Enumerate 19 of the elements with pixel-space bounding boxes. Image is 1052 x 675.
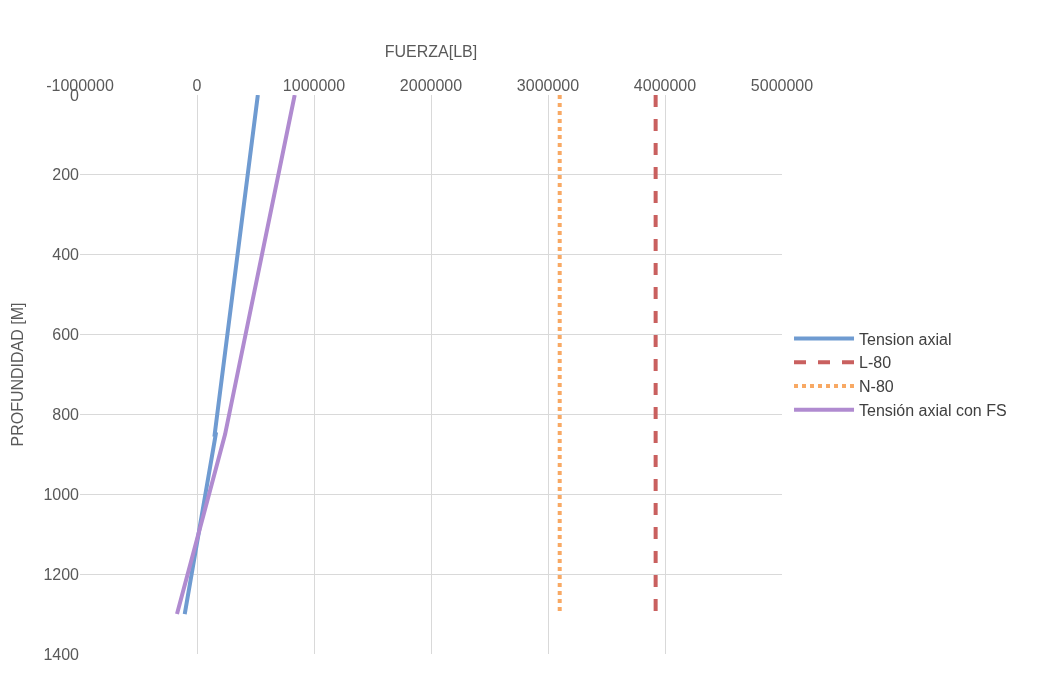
y-tick-label: 600: [52, 326, 80, 344]
x-tick-label: 0: [192, 76, 202, 94]
x-tick-label: 5000000: [750, 76, 814, 94]
legend-label: L-80: [859, 354, 892, 372]
y-tick-label: 200: [52, 166, 80, 184]
legend-label: N-80: [859, 378, 894, 396]
x-tick-label: 3000000: [516, 76, 580, 94]
x-tick-label: 1000000: [282, 76, 346, 94]
y-tick-label: 1400: [43, 645, 80, 663]
x-axis-title: FUERZA[LB]: [384, 42, 478, 60]
legend-label: Tensión axial con FS: [859, 402, 1007, 420]
legend-label: Tension axial: [859, 330, 952, 348]
y-axis-title: PROFUNDIDAD [M]: [9, 302, 27, 447]
y-tick-label: 400: [52, 246, 80, 264]
y-tick-label: 1200: [43, 565, 80, 583]
x-tick-label: 4000000: [633, 76, 697, 94]
y-tick-label: 1000: [43, 485, 80, 503]
y-tick-label: 800: [52, 406, 80, 424]
x-tick-label: 2000000: [399, 76, 463, 94]
